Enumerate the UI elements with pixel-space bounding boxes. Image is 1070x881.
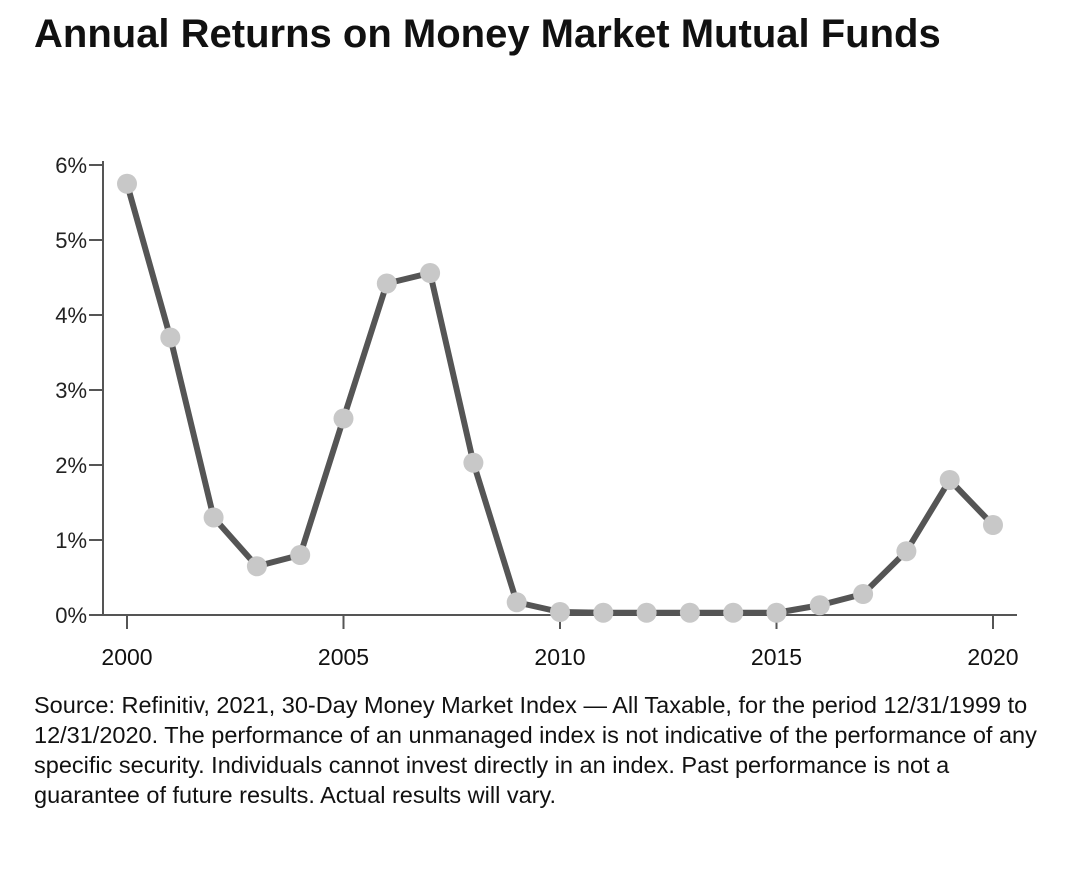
data-point	[679, 602, 700, 623]
series-annual-returns	[117, 173, 1003, 623]
y-tick-label: 0%	[55, 603, 87, 628]
y-tick-label: 1%	[55, 528, 87, 553]
data-point	[766, 602, 787, 623]
data-point	[809, 595, 830, 616]
data-point	[463, 452, 484, 473]
data-point	[593, 602, 614, 623]
data-point	[420, 263, 441, 283]
data-point	[723, 602, 744, 623]
data-point	[203, 507, 224, 528]
data-point	[939, 470, 960, 490]
source-note: Source: Refinitiv, 2021, 30-Day Money Ma…	[34, 692, 1037, 808]
data-point	[376, 273, 397, 294]
data-point	[290, 545, 311, 565]
data-point	[117, 173, 137, 194]
series-line	[124, 180, 996, 616]
x-tick-label: 2015	[751, 644, 802, 670]
data-point	[506, 592, 527, 613]
y-axis-ticks: 0% 1% 2% 3% 4% 5% 6%	[55, 153, 103, 628]
y-tick-label: 3%	[55, 378, 87, 403]
y-tick-label: 2%	[55, 453, 87, 478]
data-point	[983, 515, 1003, 535]
data-point	[550, 602, 570, 622]
y-tick-label: 6%	[55, 153, 87, 178]
x-tick-label: 2005	[318, 644, 369, 670]
chart-title: Annual Returns on Money Market Mutual Fu…	[34, 12, 941, 56]
data-point	[896, 541, 917, 562]
line-chart: 0% 1% 2% 3% 4% 5% 6% 2000 2005 2010 2015 2020	[55, 153, 1019, 670]
data-point	[160, 327, 181, 348]
x-tick-label: 2020	[967, 644, 1018, 670]
y-tick-label: 5%	[55, 228, 87, 253]
data-point	[636, 602, 657, 623]
data-point	[853, 584, 874, 604]
x-tick-label: 2000	[101, 644, 152, 670]
data-point	[246, 556, 267, 577]
x-axis-ticks: 2000 2005 2010 2015 2020	[101, 615, 1019, 670]
x-tick-label: 2010	[534, 644, 585, 670]
data-point	[333, 408, 354, 429]
y-tick-label: 4%	[55, 303, 87, 328]
